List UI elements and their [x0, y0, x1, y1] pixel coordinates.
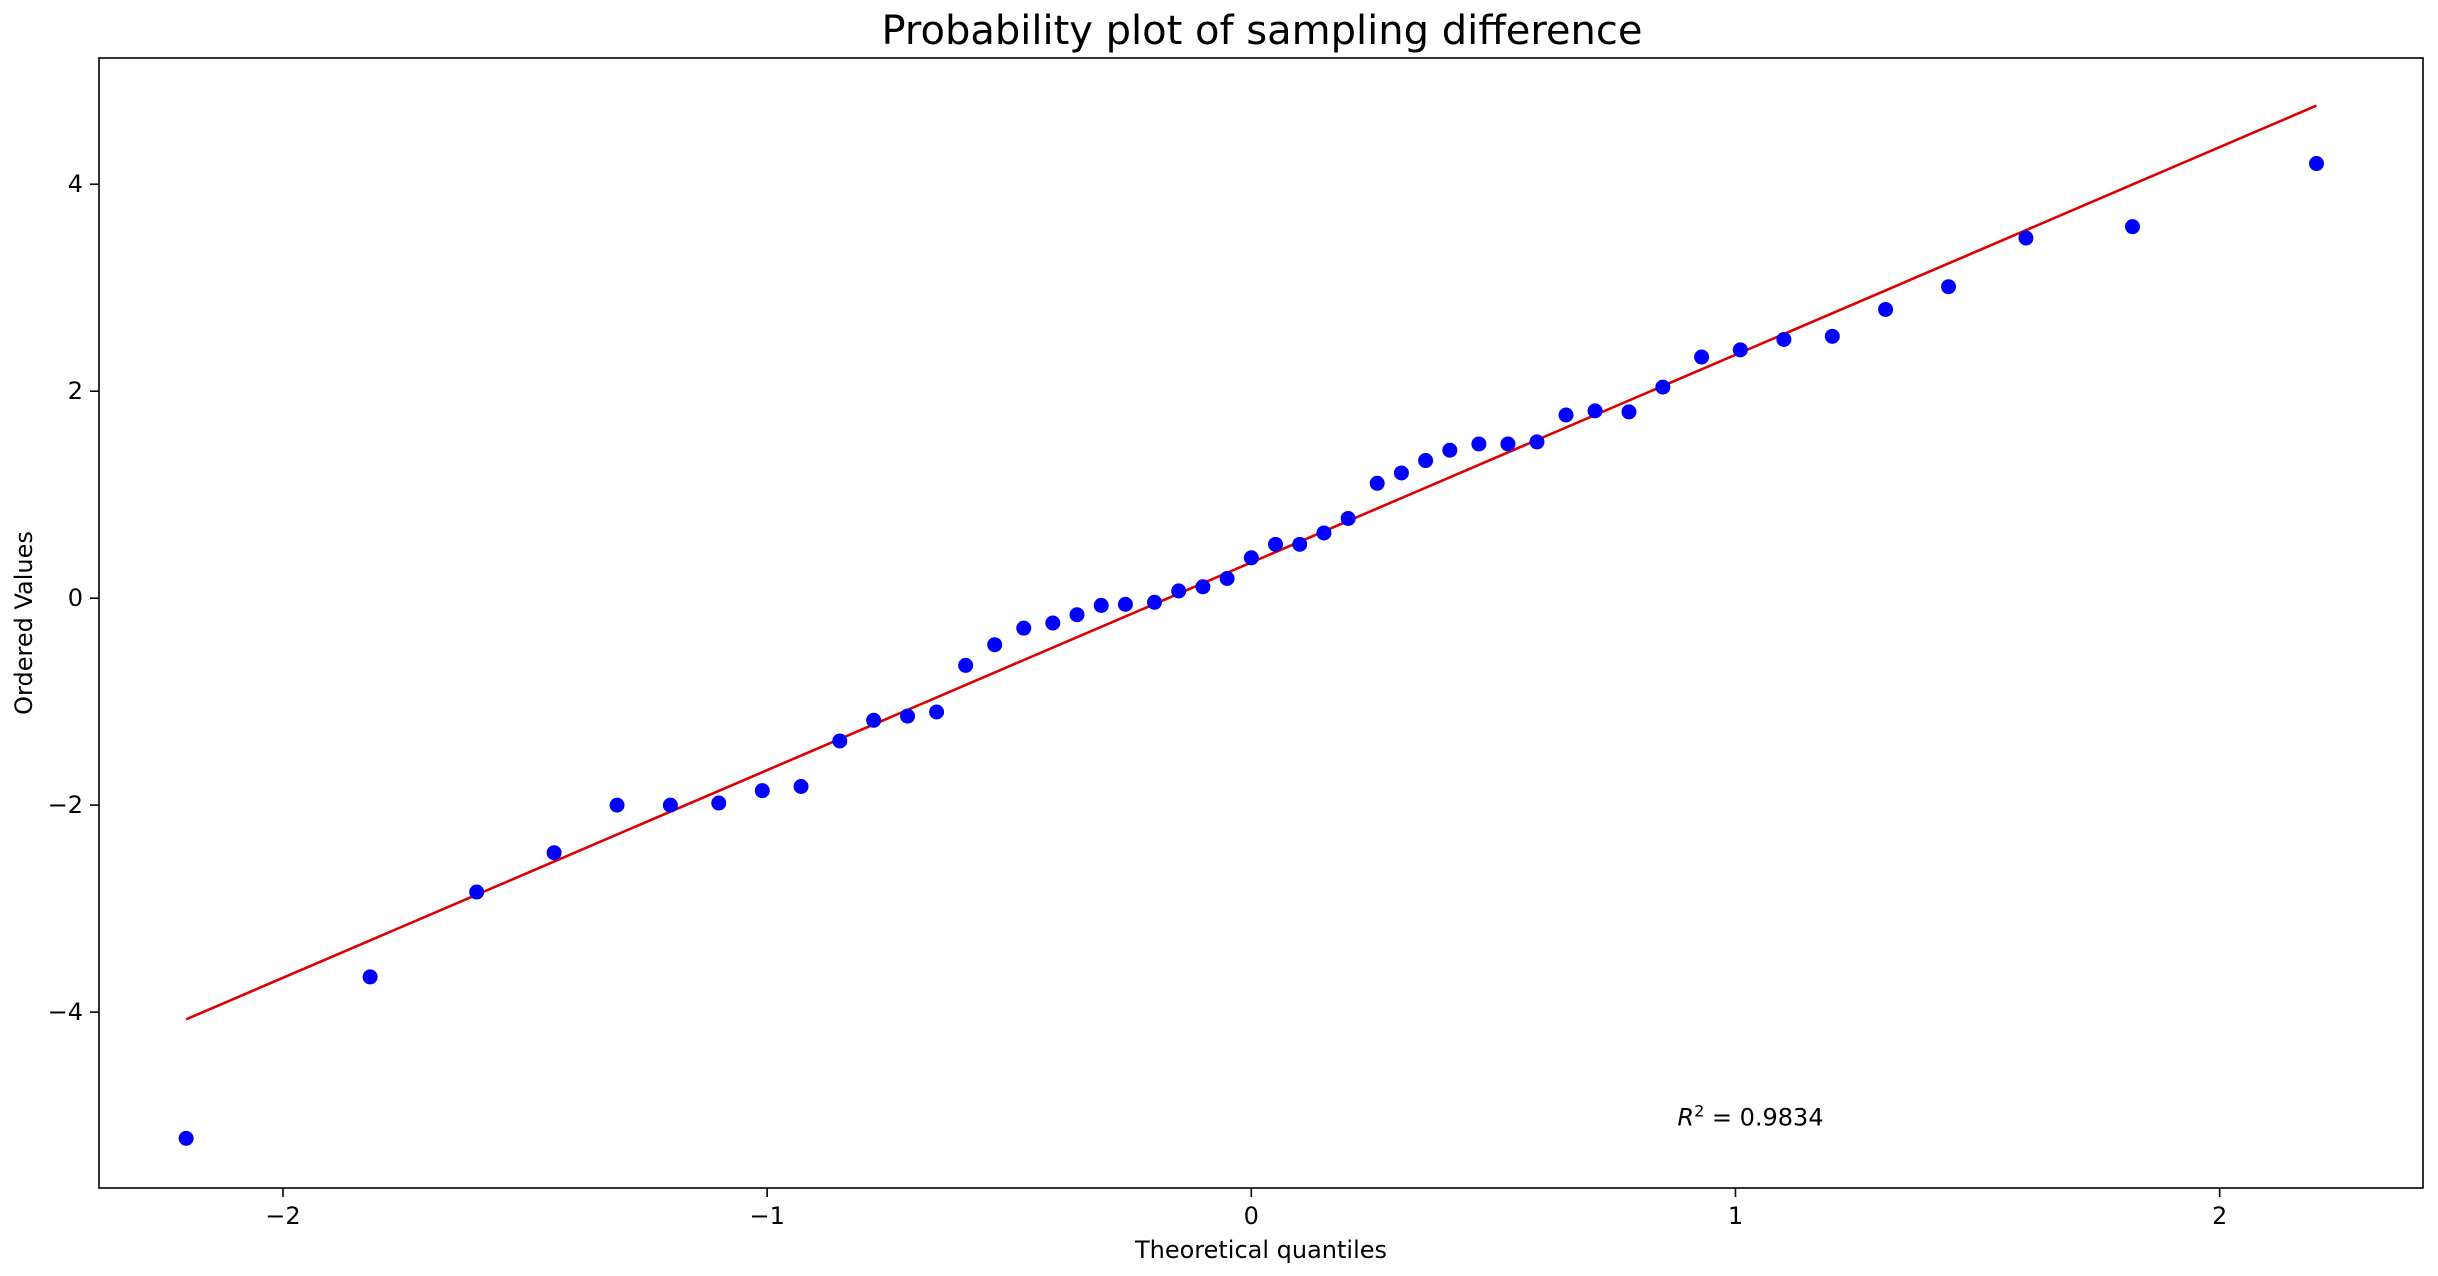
x-tick-label: 1: [1728, 1202, 1743, 1230]
y-axis-ticks: −4 −2 0 2 4: [48, 170, 99, 1026]
data-point: [1587, 403, 1603, 419]
y-tick-label: 0: [68, 584, 83, 612]
data-point: [546, 845, 562, 861]
chart-title: Probability plot of sampling difference: [882, 8, 1643, 54]
x-tick-label: 2: [2212, 1202, 2227, 1230]
data-point: [1219, 571, 1235, 587]
x-axis-ticks: −2 −1 0 1 2: [265, 1188, 2227, 1230]
r-squared-value: = 0.9834: [1704, 1104, 1823, 1132]
y-tick-label: −4: [48, 998, 83, 1026]
data-point: [1292, 536, 1308, 552]
data-point: [662, 797, 678, 813]
data-point: [1941, 279, 1957, 295]
x-tick-label: 0: [1244, 1202, 1259, 1230]
y-tick-label: 2: [68, 377, 83, 405]
data-point: [1621, 404, 1637, 420]
y-tick-label: 4: [68, 170, 83, 198]
x-axis-label: Theoretical quantiles: [1134, 1236, 1387, 1264]
data-point: [1195, 579, 1211, 595]
data-point: [1045, 615, 1061, 631]
y-tick-label: −2: [48, 791, 83, 819]
plot-area-frame: [98, 57, 2424, 1189]
y-axis-label: Ordered Values: [10, 531, 38, 715]
data-point: [1340, 510, 1356, 526]
data-point: [1146, 594, 1162, 610]
data-point: [2125, 219, 2140, 235]
data-point: [1529, 434, 1545, 450]
data-point: [1732, 342, 1748, 358]
r-squared-exponent: 2: [1694, 1101, 1704, 1120]
data-point: [1500, 436, 1516, 452]
data-point: [1093, 597, 1109, 613]
data-point: [866, 712, 882, 728]
data-point: [832, 733, 848, 749]
r-squared-annotation: R2 = 0.9834: [1677, 1101, 1823, 1132]
data-point: [1117, 596, 1133, 612]
data-point: [1878, 301, 1894, 317]
data-point: [793, 778, 809, 794]
r-squared-symbol: R: [1677, 1104, 1694, 1132]
data-point: [711, 795, 727, 811]
data-point: [2308, 156, 2324, 172]
data-point: [1442, 442, 1458, 458]
data-point: [900, 708, 916, 724]
data-point: [1776, 331, 1792, 347]
data-point: [1268, 536, 1284, 552]
data-point: [754, 783, 770, 799]
data-point: [609, 797, 625, 813]
data-point: [362, 969, 378, 985]
x-tick-label: −1: [749, 1202, 784, 1230]
data-point: [1369, 475, 1385, 491]
data-point: [1418, 453, 1434, 469]
data-point: [1393, 465, 1409, 481]
x-tick-label: −2: [265, 1202, 300, 1230]
data-point: [2018, 230, 2034, 246]
data-point: [1069, 607, 1085, 623]
data-point: [1243, 550, 1259, 566]
data-point: [1558, 407, 1574, 423]
data-point: [958, 657, 974, 673]
data-point: [1655, 379, 1671, 395]
data-point: [469, 884, 485, 900]
data-point: [1471, 436, 1487, 452]
data-point: [1824, 328, 1840, 344]
data-point: [987, 637, 1003, 653]
data-point: [929, 704, 945, 720]
data-point: [1316, 525, 1332, 541]
data-points: [178, 156, 2324, 1146]
data-point: [1171, 583, 1187, 599]
data-point: [178, 1130, 194, 1146]
data-point: [1694, 349, 1710, 365]
data-point: [1016, 620, 1032, 636]
